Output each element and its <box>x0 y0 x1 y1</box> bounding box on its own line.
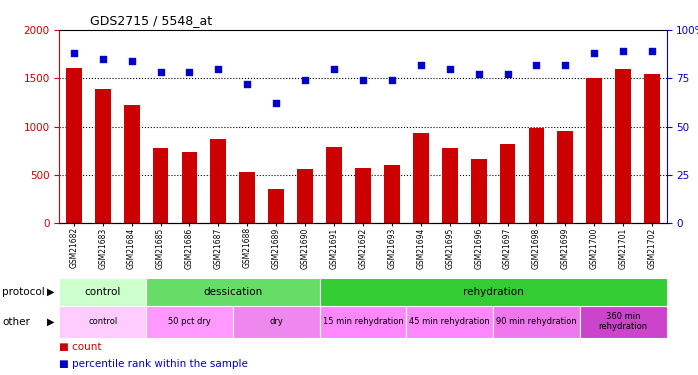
Bar <box>580 306 667 338</box>
Text: 90 min rehydration: 90 min rehydration <box>496 317 577 326</box>
Point <box>126 58 138 64</box>
Point <box>531 62 542 68</box>
Bar <box>297 169 313 223</box>
Text: ▶: ▶ <box>47 316 54 327</box>
Bar <box>470 159 487 223</box>
Bar <box>181 152 198 223</box>
Point <box>444 66 455 72</box>
Point <box>502 71 513 77</box>
Text: 15 min rehydration: 15 min rehydration <box>322 317 403 326</box>
Bar <box>239 172 255 223</box>
Text: rehydration: rehydration <box>463 286 524 297</box>
Point <box>588 50 600 56</box>
Point <box>184 69 195 75</box>
Text: ■ percentile rank within the sample: ■ percentile rank within the sample <box>59 359 248 369</box>
Bar <box>528 128 544 223</box>
Point <box>560 62 571 68</box>
Point <box>242 81 253 87</box>
Text: control: control <box>84 286 121 297</box>
Bar <box>153 148 168 223</box>
Bar <box>644 74 660 223</box>
Point <box>299 77 311 83</box>
Text: control: control <box>88 317 117 326</box>
Text: dry: dry <box>269 317 283 326</box>
Text: ▶: ▶ <box>47 286 54 297</box>
Bar <box>59 306 146 338</box>
Text: 45 min rehydration: 45 min rehydration <box>409 317 490 326</box>
Text: ■ count: ■ count <box>59 342 102 352</box>
Point <box>68 50 80 56</box>
Point <box>473 71 484 77</box>
Bar <box>442 148 458 223</box>
Point <box>618 48 629 54</box>
Point <box>415 62 426 68</box>
Point <box>357 77 369 83</box>
Text: 360 min
rehydration: 360 min rehydration <box>599 312 648 331</box>
Bar <box>95 89 111 223</box>
Bar <box>59 278 146 306</box>
Bar <box>233 306 320 338</box>
Bar <box>493 306 580 338</box>
Bar <box>586 78 602 223</box>
Bar <box>210 139 226 223</box>
Point <box>155 69 166 75</box>
Bar <box>320 306 406 338</box>
Text: protocol: protocol <box>2 286 45 297</box>
Bar <box>558 131 573 223</box>
Bar <box>268 189 284 223</box>
Point <box>386 77 397 83</box>
Bar <box>320 278 667 306</box>
Point <box>329 66 340 72</box>
Bar <box>146 278 320 306</box>
Bar <box>413 134 429 223</box>
Text: 50 pct dry: 50 pct dry <box>168 317 211 326</box>
Bar <box>500 144 516 223</box>
Bar <box>146 306 233 338</box>
Point <box>213 66 224 72</box>
Bar <box>355 168 371 223</box>
Text: other: other <box>2 316 30 327</box>
Bar <box>326 147 342 223</box>
Point <box>271 100 282 106</box>
Bar <box>615 69 631 223</box>
Bar <box>384 165 400 223</box>
Bar <box>66 68 82 223</box>
Bar <box>124 105 140 223</box>
Text: dessication: dessication <box>203 286 262 297</box>
Point <box>97 56 108 62</box>
Text: GDS2715 / 5548_at: GDS2715 / 5548_at <box>89 15 211 27</box>
Bar <box>406 306 493 338</box>
Point <box>646 48 658 54</box>
